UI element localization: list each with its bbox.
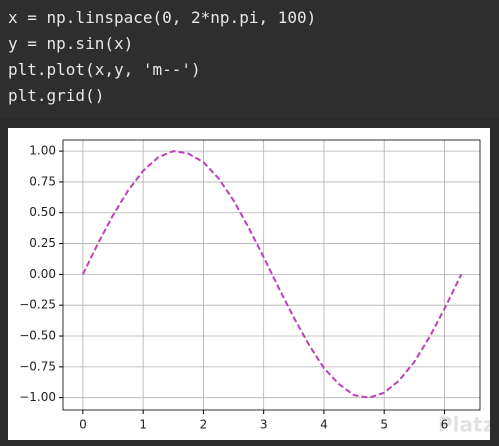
chart: Platzi −1.00 −0.75 −0.50 −0.25 0.00 0.25 0.50 0.… [19, 139, 499, 437]
x-tick-label: 6 [441, 418, 449, 432]
y-tick-label: 0.25 [29, 236, 56, 250]
x-tick-label: 0 [79, 418, 87, 432]
x-tick-label: 5 [380, 418, 388, 432]
code-line: y = np.sin(x) [8, 34, 134, 53]
x-tick-label: 3 [260, 418, 268, 432]
y-tick-label: 1.00 [29, 144, 56, 158]
plot-output: Platzi −1.00 −0.75 −0.50 −0.25 0.00 0.25 0.50 0.… [8, 128, 499, 440]
plot-frame [62, 139, 481, 411]
code-line: plt.plot(x,y, 'm--') [8, 60, 201, 79]
y-tick-label: 0.50 [29, 205, 56, 219]
y-tick-label: −0.25 [19, 298, 56, 312]
code-cell: x = np.linspace(0, 2*np.pi, 100) y = np.… [0, 0, 499, 118]
y-tick-label: 0.00 [29, 267, 56, 281]
x-tick-label: 4 [320, 418, 328, 432]
x-tick-label: 1 [139, 418, 147, 432]
x-tick-label: 2 [200, 418, 208, 432]
watermark: Platzi [438, 413, 490, 437]
y-tick-label: −0.75 [19, 359, 56, 373]
y-tick-label: 0.75 [29, 174, 56, 188]
code-line: x = np.linspace(0, 2*np.pi, 100) [8, 8, 317, 27]
y-tick-label: −0.50 [19, 329, 56, 343]
code-line: plt.grid() [8, 86, 105, 105]
line-series [81, 150, 463, 399]
y-tick-label: −1.00 [19, 390, 56, 404]
